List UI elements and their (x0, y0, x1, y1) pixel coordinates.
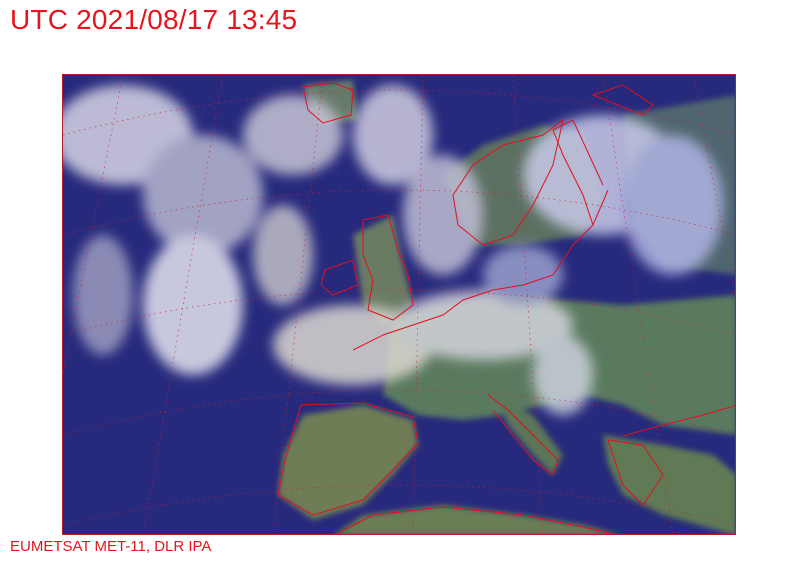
data-source-credit: EUMETSAT MET-11, DLR IPA (10, 538, 212, 555)
satellite-map (62, 74, 736, 535)
graticule (63, 75, 735, 534)
timestamp-title: UTC 2021/08/17 13:45 (10, 4, 298, 35)
coastlines (277, 82, 735, 534)
clouds (63, 85, 723, 415)
satellite-image (63, 75, 735, 534)
